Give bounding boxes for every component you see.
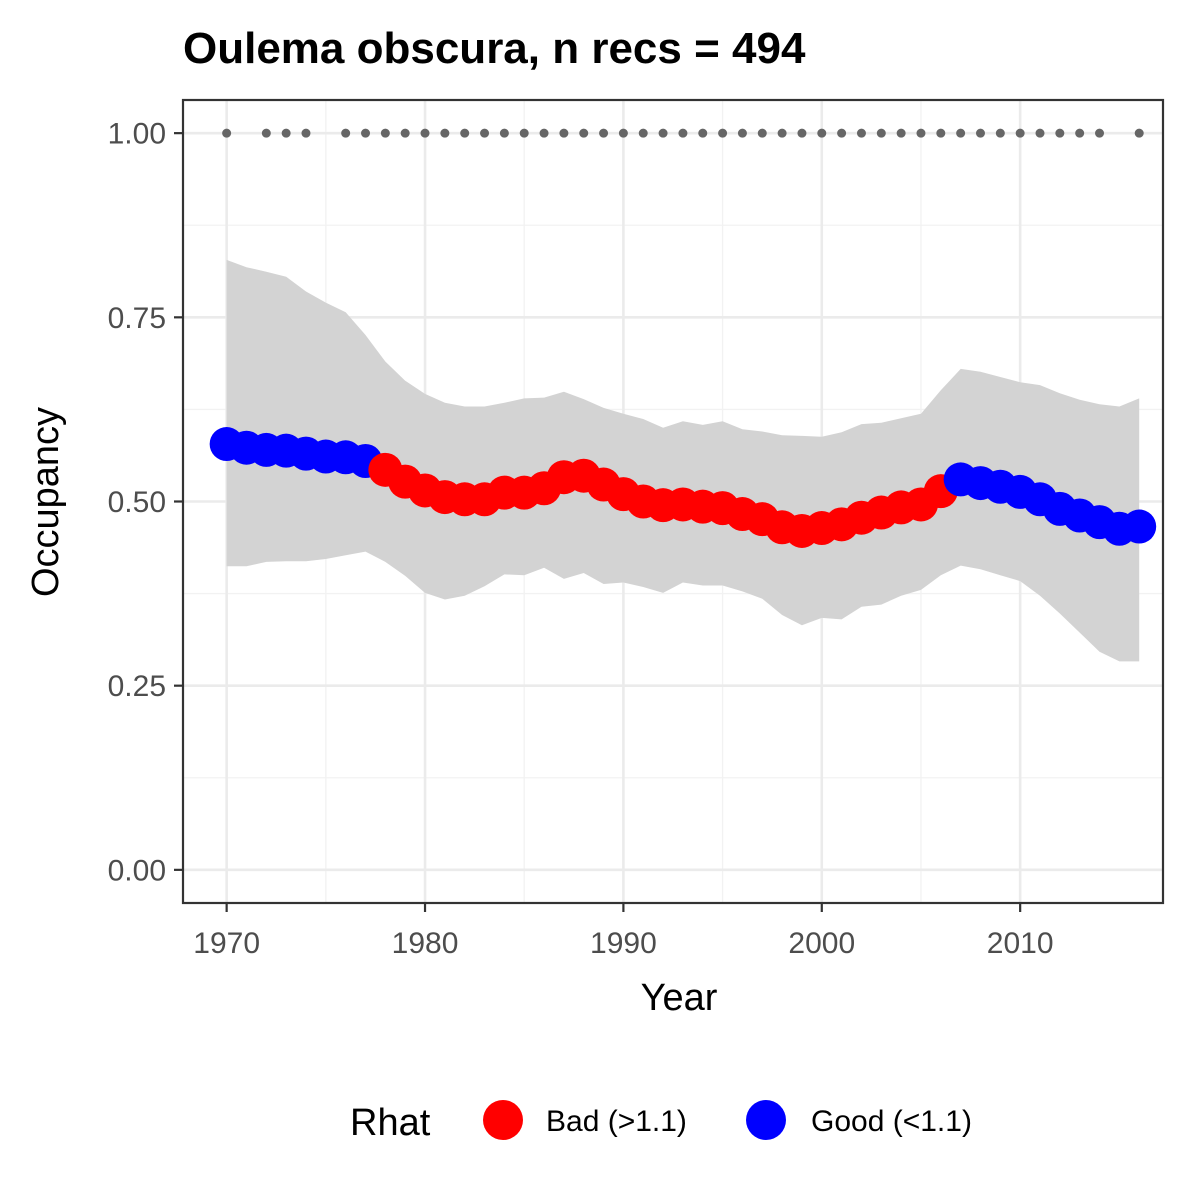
record-dot [995, 128, 1005, 138]
record-dot [1035, 128, 1045, 138]
record-dot [559, 128, 569, 138]
legend-label-bad: Bad (>1.1) [546, 1105, 687, 1138]
y-tick-labels: 0.00 0.25 0.50 0.75 1.00 [108, 118, 166, 888]
legend-title: Rhat [350, 1102, 431, 1144]
record-dot [361, 128, 371, 138]
x-tick-label: 1990 [590, 927, 657, 960]
x-tick-label: 1980 [392, 927, 459, 960]
record-dot [975, 128, 985, 138]
record-dot [638, 128, 648, 138]
record-dot [499, 128, 509, 138]
legend: Rhat Bad (>1.1) Good (<1.1) [350, 1100, 972, 1144]
legend-key-bad [483, 1100, 523, 1140]
y-tick-label: 0.00 [108, 854, 166, 887]
record-dot [341, 128, 351, 138]
axis-ticks [174, 132, 1022, 912]
record-dot [698, 128, 708, 138]
credible-interval-ribbon [226, 259, 1140, 662]
record-dot [519, 128, 529, 138]
y-tick-label: 0.75 [108, 302, 166, 335]
record-dot [896, 128, 906, 138]
record-dot [956, 128, 966, 138]
record-dot [400, 128, 410, 138]
record-dot [460, 128, 470, 138]
record-dot [281, 128, 291, 138]
record-dot [936, 128, 946, 138]
record-dot [222, 128, 232, 138]
record-dot [1075, 128, 1085, 138]
x-tick-label: 2010 [987, 927, 1054, 960]
record-dot [618, 128, 628, 138]
record-dot [678, 128, 688, 138]
x-tick-labels: 1970 1980 1990 2000 2010 [193, 927, 1053, 960]
y-tick-label: 0.25 [108, 670, 166, 703]
record-dot [856, 128, 866, 138]
record-dot [301, 128, 311, 138]
record-dot [539, 128, 549, 138]
record-dot [261, 128, 271, 138]
record-dot [658, 128, 668, 138]
record-dot [876, 128, 886, 138]
y-tick-label: 0.50 [108, 486, 166, 519]
record-dot [440, 128, 450, 138]
occupancy-point [1122, 509, 1157, 544]
chart-title: Oulema obscura, n recs = 494 [183, 24, 806, 73]
record-dot [599, 128, 609, 138]
record-dot [737, 128, 747, 138]
record-dot [1095, 128, 1105, 138]
ci-ribbon [226, 259, 1140, 662]
record-dot [1134, 128, 1144, 138]
record-dot [1055, 128, 1065, 138]
record-dot [480, 128, 490, 138]
x-tick-label: 2000 [788, 927, 855, 960]
x-tick-label: 1970 [193, 927, 260, 960]
x-axis-label: Year [641, 977, 718, 1019]
record-dot [579, 128, 589, 138]
record-dot [420, 128, 430, 138]
record-dots [222, 128, 1144, 138]
record-dot [837, 128, 847, 138]
y-tick-label: 1.00 [108, 118, 166, 151]
record-dot [718, 128, 728, 138]
y-axis-label: Occupancy [25, 407, 67, 597]
record-dot [1015, 128, 1025, 138]
record-dot [797, 128, 807, 138]
record-dot [817, 128, 827, 138]
occupancy-points [209, 427, 1157, 548]
record-dot [916, 128, 926, 138]
record-dot [380, 128, 390, 138]
record-dot [777, 128, 787, 138]
legend-label-good: Good (<1.1) [811, 1105, 972, 1138]
record-dot [757, 128, 767, 138]
legend-key-good [746, 1100, 786, 1140]
